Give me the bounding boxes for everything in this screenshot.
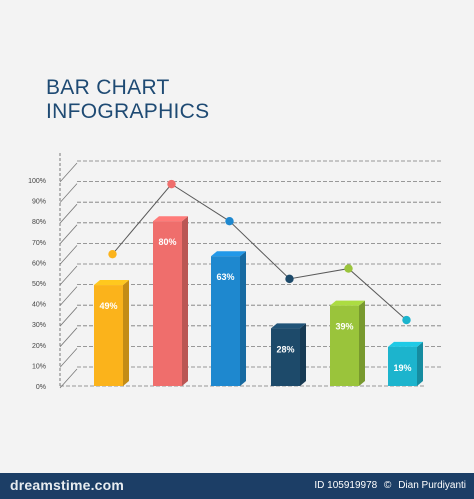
author-name: Dian Purdiyanti	[398, 480, 466, 491]
bar-side	[123, 280, 129, 386]
y-tick-label: 60%	[32, 260, 46, 267]
image-id: ID 105919978	[314, 480, 378, 491]
gridline-connector	[59, 224, 78, 245]
bar-top	[211, 251, 246, 257]
gridline-connector	[59, 245, 78, 265]
trend-point	[108, 249, 117, 259]
bar-side	[300, 323, 306, 386]
bar-front	[271, 328, 300, 386]
y-tick-label: 90%	[32, 199, 46, 206]
y-tick-label: 100%	[28, 178, 46, 185]
bar-5	[330, 300, 365, 386]
bars-layer	[94, 216, 423, 386]
y-tick-label: 30%	[32, 322, 46, 329]
bar-front	[94, 285, 123, 386]
bar-top	[271, 323, 306, 329]
gridline-connector	[59, 203, 78, 224]
y-tick-label: 40%	[32, 302, 46, 309]
y-tick-label: 80%	[32, 219, 46, 226]
bar-value-label: 80%	[158, 237, 176, 247]
bar-6	[388, 341, 423, 386]
bar-top	[388, 341, 423, 347]
y-tick-label: 70%	[32, 240, 46, 247]
gridline-connector	[59, 162, 78, 183]
bar-front	[211, 256, 240, 386]
bar-top	[153, 216, 188, 222]
bar-value-label: 39%	[335, 322, 353, 332]
copyright-icon: ©	[384, 480, 392, 491]
gridline-connector	[59, 368, 78, 389]
y-tick-label: 50%	[32, 281, 46, 288]
bar-labels-layer: 49% 80% 63% 28% 39% 19%	[99, 237, 411, 373]
trend-line-layer	[108, 179, 411, 325]
bar-value-label: 63%	[216, 272, 234, 282]
bar-front	[153, 221, 182, 386]
bar-4	[271, 323, 306, 386]
bar-side	[240, 251, 246, 386]
bar-value-label: 49%	[99, 301, 117, 311]
trend-point	[285, 274, 294, 284]
chart-title-line2: INFOGRAPHICS	[46, 100, 210, 123]
bar-top	[330, 300, 365, 306]
bar-chart: 0% 10% 20% 30% 40% 50% 60% 70% 80% 90% 100% 49% 80%…	[28, 152, 442, 391]
bar-side	[182, 216, 188, 386]
gridline-connector	[59, 348, 78, 368]
y-tick-label: 20%	[32, 343, 46, 350]
image-credit: ID 105919978 © Dian Purdiyanti	[310, 480, 466, 491]
gridline-connector	[59, 306, 78, 327]
trend-point	[167, 179, 176, 189]
bar-1	[94, 280, 129, 386]
bar-top	[94, 280, 129, 286]
bar-value-label: 19%	[393, 363, 411, 373]
bar-side	[417, 341, 423, 386]
bar-front	[388, 346, 417, 386]
chart-title-line1: BAR CHART	[46, 76, 170, 99]
footer-bar: dreamstime.com ID 105919978 © Dian Purdi…	[0, 473, 474, 499]
gridline-connector	[59, 327, 78, 348]
trend-point	[402, 315, 411, 325]
y-tick-label: 10%	[32, 363, 46, 370]
bar-side	[359, 300, 365, 386]
y-axis-ticks: 0% 10% 20% 30% 40% 50% 60% 70% 80% 90% 100%	[28, 178, 46, 391]
gridline-connector	[59, 286, 78, 306]
y-tick-label: 0%	[36, 384, 46, 391]
bar-front	[330, 305, 359, 386]
gridline-connector	[59, 183, 78, 203]
grid-layer	[59, 152, 442, 389]
bar-value-label: 28%	[276, 344, 294, 354]
trend-point	[225, 217, 234, 226]
trend-point	[344, 264, 353, 273]
watermark-logo: dreamstime.com	[10, 477, 125, 493]
gridline-connector	[59, 265, 78, 286]
trend-line	[112, 183, 407, 321]
bar-3	[211, 251, 246, 386]
bar-2	[153, 216, 188, 386]
